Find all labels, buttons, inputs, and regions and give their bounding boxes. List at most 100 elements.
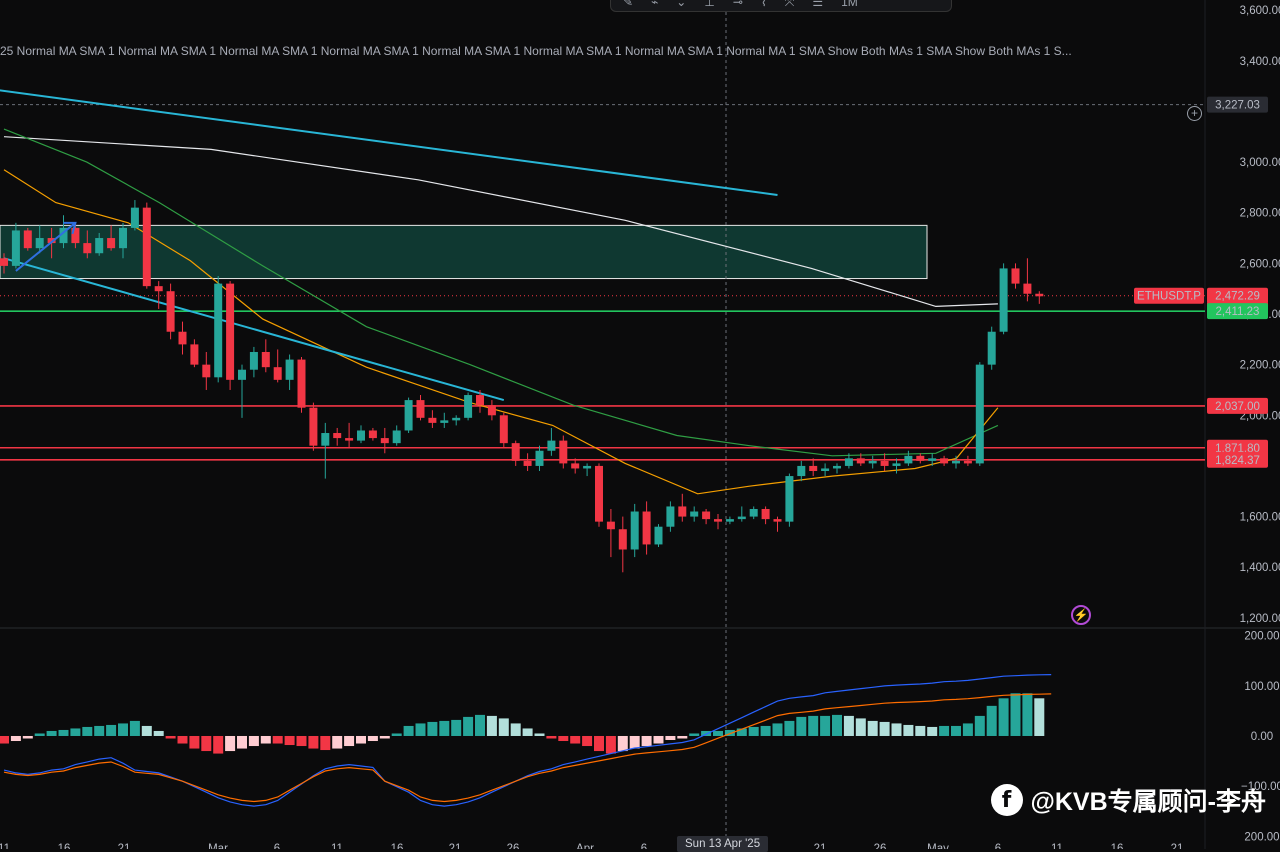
watermark-text: @KVB专属顾问-李舟 [1030, 788, 1267, 816]
macd-histogram-bar [974, 715, 985, 736]
candle-body [499, 415, 508, 444]
candle-body [119, 227, 127, 249]
macd-histogram-bar [1034, 698, 1045, 736]
candle-body [416, 400, 425, 418]
candle-body [547, 440, 556, 451]
macd-histogram-bar [784, 720, 795, 736]
macd-histogram-bar [832, 714, 842, 736]
moving-average-line [3, 136, 998, 308]
macd-histogram-bar [986, 705, 997, 736]
macd-histogram-bar [70, 728, 81, 736]
time-axis-label: May [927, 843, 949, 849]
macd-histogram-bar [332, 735, 343, 749]
candle-body [618, 529, 627, 550]
macd-histogram-bar [248, 735, 259, 747]
macd-histogram-bar [403, 725, 414, 736]
macd-histogram-bar [867, 720, 878, 736]
candle-body [714, 519, 722, 522]
pencil-icon[interactable]: ✎ [623, 0, 634, 9]
path-icon[interactable]: ⌁ [651, 0, 659, 9]
candle-body [1035, 293, 1044, 297]
level-label: 2,411.23 [1216, 306, 1260, 318]
candle-body [261, 351, 270, 368]
time-axis-label: 6 [995, 843, 1001, 849]
candle-body [83, 243, 92, 254]
candle-body [238, 369, 246, 380]
candle-body [963, 460, 972, 464]
macd-histogram-bar [320, 735, 331, 751]
candle-body [23, 230, 32, 249]
drawing-toolbar[interactable]: ✎ ⌁ ⌄ ⊥ ⊸ ⌇ ⤧ ☰ 1M [610, 0, 952, 12]
moving-average-line [3, 128, 999, 457]
level-label-bg [1207, 439, 1268, 456]
timeframe-button[interactable]: 1M [841, 0, 858, 9]
lightning-icon[interactable]: ⚡ [1071, 605, 1091, 625]
macd-histogram-bar [915, 725, 926, 736]
macd-histogram-bar [605, 735, 616, 754]
candle-body [856, 458, 865, 464]
macd-histogram-bar [10, 735, 21, 742]
candle-body [333, 433, 342, 439]
candle-body [916, 455, 925, 461]
macd-histogram-bar [463, 716, 474, 736]
brush-icon[interactable]: ⌇ [760, 0, 767, 9]
candle-body [476, 395, 484, 406]
time-axis-label: 11 [1051, 843, 1063, 849]
macd-histogram-bar [439, 720, 450, 736]
time-axis-label: 21 [1171, 843, 1184, 849]
macd-histogram-bar [582, 735, 593, 747]
candle-body [952, 460, 960, 464]
macd-histogram-bar [272, 735, 283, 744]
candle-body [297, 359, 306, 408]
macd-histogram-bar [903, 724, 914, 736]
moving-average-legend[interactable]: 25 Normal MA SMA 1 Normal MA SMA 1 Norma… [0, 44, 1072, 58]
candle-body [821, 468, 830, 471]
candle-body [428, 417, 437, 423]
menu-icon[interactable]: ☰ [812, 0, 824, 9]
candle-body [368, 430, 377, 439]
time-axis-label: 11 [0, 843, 10, 849]
time-axis-label: Apr [576, 843, 594, 849]
macd-histogram-bar [177, 735, 188, 744]
chevron-down-icon[interactable]: ⌄ [676, 0, 687, 9]
trend-line-icon[interactable]: ⤧ [784, 0, 795, 9]
candle-body [630, 511, 639, 550]
macd-histogram-bar [225, 735, 236, 752]
time-axis-label: Mar [208, 843, 228, 849]
symbol-badge-bg [1134, 287, 1204, 304]
candle-body [273, 367, 282, 380]
candle-body [380, 438, 389, 444]
macd-histogram-bar [772, 723, 783, 736]
watermark: f @KVB专属顾问-李舟 [990, 782, 1267, 818]
candle-body [1011, 268, 1020, 284]
candle-body [725, 519, 734, 522]
macd-histogram-bar [129, 720, 140, 736]
ray-icon[interactable]: ⊸ [732, 0, 743, 9]
macd-tick-label: 200.00 [1244, 631, 1279, 643]
candle-body [928, 458, 937, 461]
horizontal-line-icon[interactable]: ⊥ [704, 0, 715, 9]
time-axis-label: 6 [641, 843, 647, 849]
macd-histogram-bar [415, 723, 426, 736]
price-tick-label: 1,400.00 [1240, 562, 1280, 574]
candle-body [583, 465, 592, 469]
candle-body [642, 511, 651, 545]
macd-histogram-bar [629, 735, 640, 749]
macd-histogram-bar [22, 735, 33, 739]
add-alert-icon[interactable]: + [1187, 106, 1202, 121]
arrow-marker [15, 222, 77, 272]
candle-body [880, 460, 889, 466]
macd-histogram-bar [724, 729, 735, 736]
macd-histogram-bar [760, 725, 771, 736]
candle-body [749, 508, 758, 517]
candle-body [975, 364, 984, 464]
macd-histogram-bar [498, 718, 509, 736]
candle-body [737, 516, 746, 520]
candle-body [154, 286, 163, 292]
candle-body [523, 460, 532, 466]
macd-histogram-bar [617, 735, 628, 752]
time-axis-label: 26 [874, 843, 887, 849]
level-label: 1,824.37 [1215, 455, 1260, 467]
candle-body [1023, 283, 1032, 294]
